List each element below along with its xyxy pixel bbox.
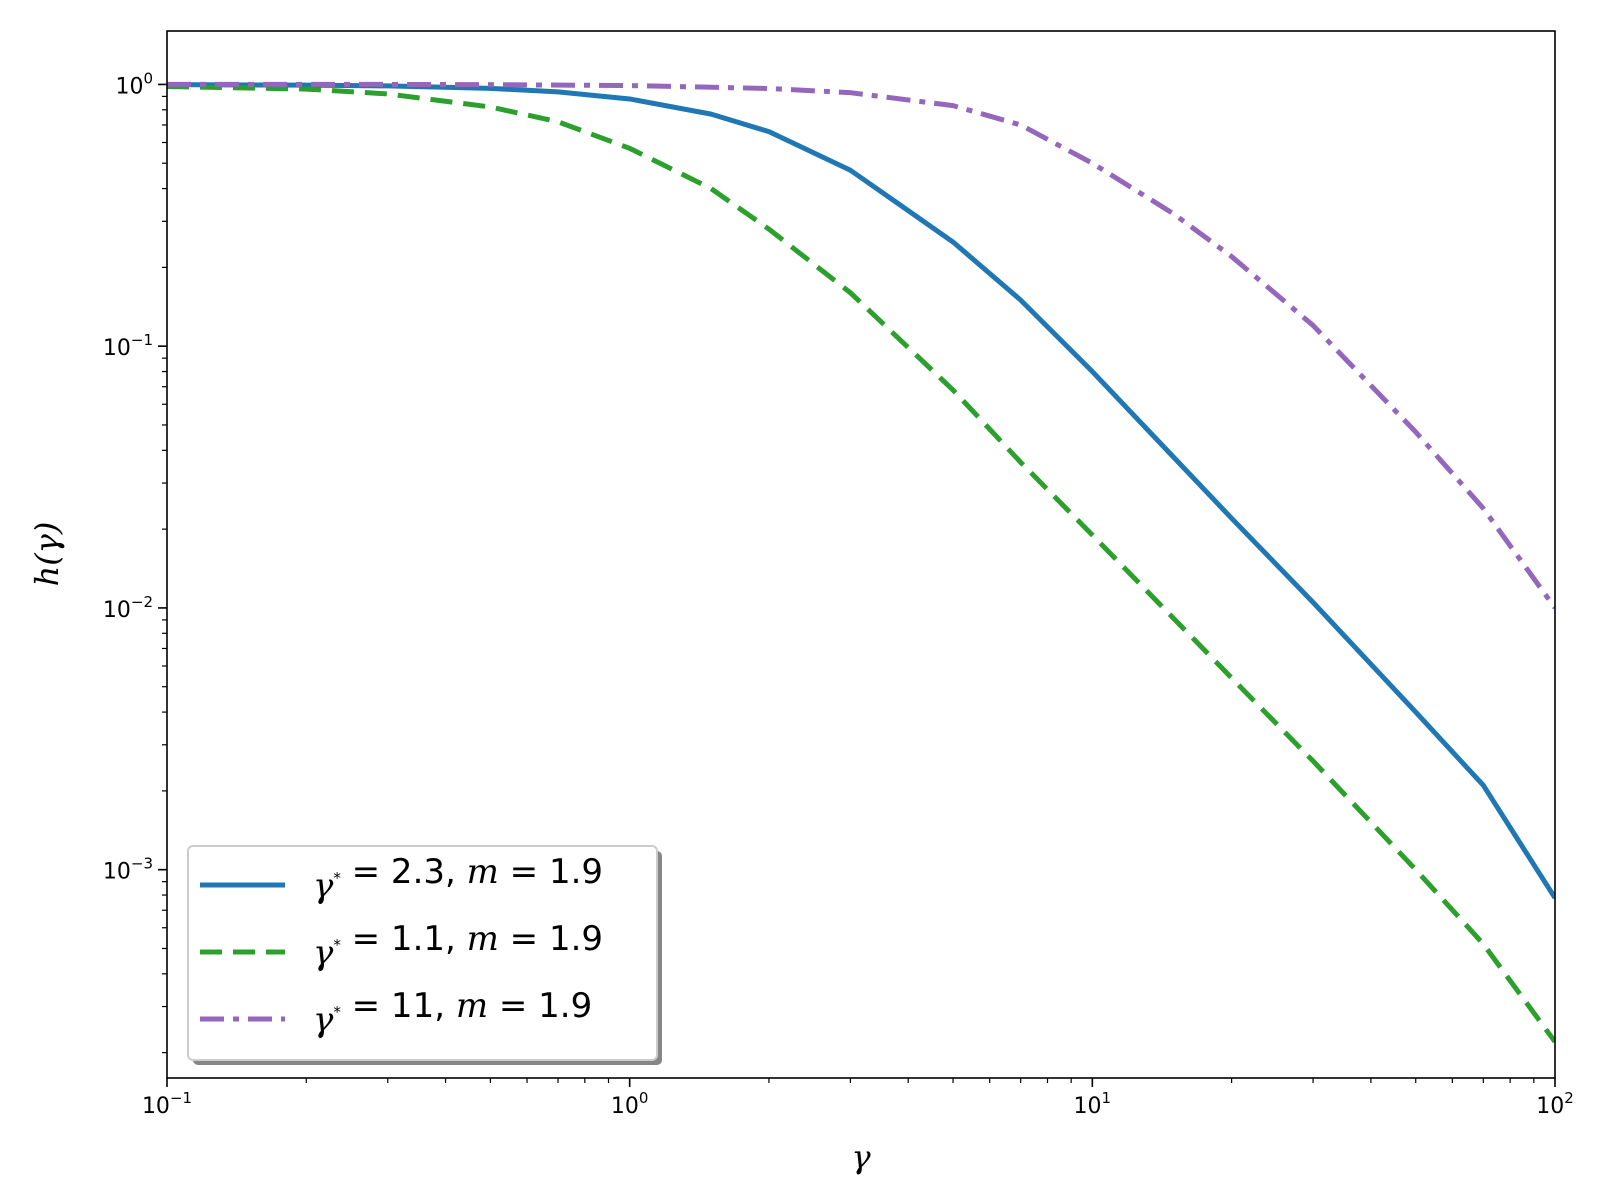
axes-frame: [166, 30, 1556, 1079]
plot-area: [167, 81, 1555, 1044]
x-tick-label: 101: [1074, 1089, 1112, 1119]
y-tick-label: 100: [115, 69, 153, 99]
x-axis-label: γ: [851, 1138, 871, 1176]
y-tick-label: 10−1: [103, 331, 153, 361]
y-tick-label: 10−3: [103, 855, 153, 885]
x-tick-label: 102: [1536, 1089, 1574, 1119]
y-tick-label: 10−2: [103, 593, 153, 623]
legend-label-3: γ* = 11, m = 1.9: [313, 986, 592, 1040]
y-axis-label: h(γ): [28, 522, 66, 587]
x-axis-ticks: 10−1 100 101 102: [142, 1078, 1574, 1119]
series-line-1: [167, 82, 1555, 900]
series-line-2: [167, 83, 1555, 1044]
x-tick-label: 100: [611, 1089, 649, 1119]
y-axis-ticks: 100 10−1 10−2 10−3: [103, 69, 167, 1054]
legend: γ* = 2.3, m = 1.9 γ* = 1.1, m = 1.9 γ* = 1…: [187, 845, 662, 1065]
legend-box: [187, 845, 658, 1061]
x-tick-label: 10−1: [142, 1089, 192, 1119]
legend-label-1: γ* = 2.3, m = 1.9: [313, 852, 603, 906]
legend-label-2: γ* = 1.1, m = 1.9: [313, 919, 603, 973]
series-line-3: [167, 81, 1555, 610]
legend-entries: γ* = 2.3, m = 1.9 γ* = 1.1, m = 1.9 γ* = 1…: [200, 852, 603, 1040]
